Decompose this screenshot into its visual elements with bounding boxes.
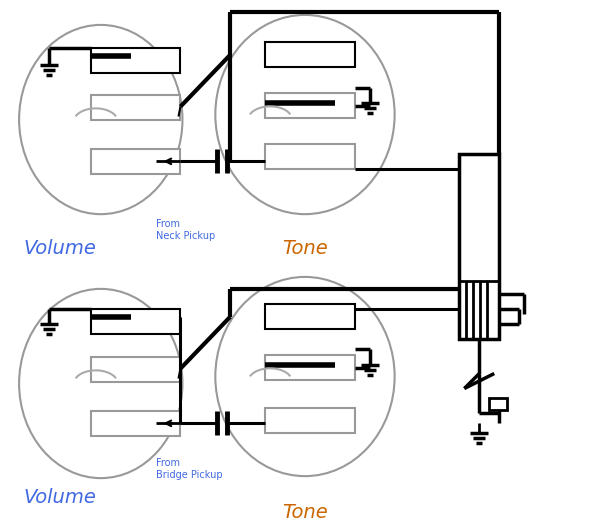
Text: Volume: Volume (23, 239, 96, 258)
Bar (265, 355, 355, 379)
Text: Volume: Volume (23, 488, 96, 507)
Text: From
Bridge Pickup: From Bridge Pickup (155, 458, 222, 480)
Bar (265, 93, 355, 118)
Bar (91, 150, 181, 174)
Bar (91, 357, 181, 382)
Text: Tone: Tone (282, 239, 328, 258)
Text: From
Neck Pickup: From Neck Pickup (155, 219, 215, 241)
Bar (489, 398, 507, 411)
Bar (265, 304, 355, 329)
Bar (265, 408, 355, 433)
Bar (265, 144, 355, 169)
Bar (91, 95, 181, 120)
Bar (460, 154, 499, 339)
Bar (91, 48, 181, 73)
Bar (265, 42, 355, 67)
Bar (91, 412, 181, 436)
Text: Tone: Tone (282, 503, 328, 522)
Bar (91, 309, 181, 334)
